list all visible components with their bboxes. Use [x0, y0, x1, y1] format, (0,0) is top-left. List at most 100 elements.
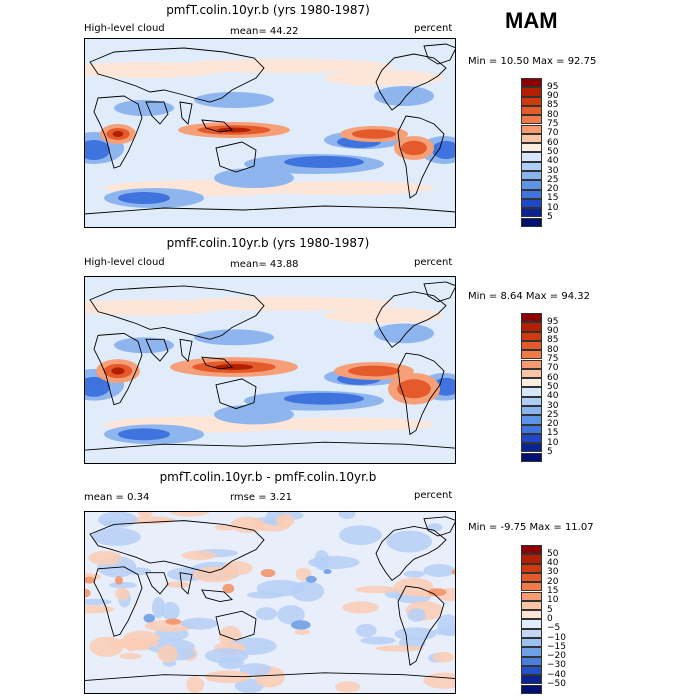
colorbar-swatch	[521, 628, 542, 638]
colorbar-swatch	[521, 78, 542, 88]
panel1-title: pmfT.colin.10yr.b (yrs 1980-1987)	[166, 3, 370, 17]
panel2-minmax: Min = 8.64 Max = 94.32	[468, 291, 590, 302]
colorbar-label: 50	[547, 548, 559, 559]
colorbar-swatch	[521, 647, 542, 657]
colorbar-swatch	[521, 115, 542, 125]
colorbar-label: 40	[547, 558, 559, 569]
colorbar-swatch	[521, 340, 542, 351]
panel1-units: percent	[414, 23, 453, 34]
colorbar-swatch	[521, 572, 542, 583]
panel2-mean: mean= 43.88	[230, 259, 299, 270]
colorbar-label: 15	[547, 586, 559, 596]
colorbar-swatch	[521, 406, 542, 416]
colorbar-swatch	[521, 554, 542, 564]
colorbar-swatch	[521, 452, 542, 462]
colorbar-swatch	[521, 322, 542, 332]
panel2-left-label: High-level cloud	[84, 257, 165, 268]
colorbar-label: 85	[547, 100, 559, 111]
panel3-minmax: Min = -9.75 Max = 11.07	[468, 522, 594, 533]
colorbar-label: −5	[547, 623, 561, 634]
colorbar-label: 80	[547, 109, 559, 120]
panel3-rmse: rmse = 3.21	[230, 492, 293, 503]
colorbar-label: 75	[547, 354, 559, 364]
colorbar-swatch	[521, 619, 542, 629]
colorbar-label: 85	[547, 335, 559, 346]
colorbar-swatch	[521, 656, 542, 666]
panel1-minmax: Min = 10.50 Max = 92.75	[468, 56, 597, 67]
colorbar-swatch	[521, 433, 542, 444]
colorbar-swatch	[521, 600, 542, 611]
colorbar-label: 5	[547, 604, 553, 615]
colorbar-swatch	[521, 152, 542, 162]
colorbar-label: 15	[547, 428, 559, 439]
colorbar-label: 5	[547, 212, 553, 222]
colorbar-swatch	[521, 313, 542, 323]
colorbar-swatch	[521, 198, 542, 209]
colorbar-swatch	[521, 665, 542, 676]
colorbar-label: 10	[547, 595, 559, 606]
colorbar-swatch	[521, 684, 542, 694]
colorbar-label: 60	[547, 137, 559, 148]
colorbar-label: 20	[547, 576, 559, 587]
colorbar-label: −40	[547, 669, 566, 680]
colorbar-swatch	[521, 124, 542, 134]
colorbar-label: 90	[547, 326, 559, 337]
colorbar-swatch	[521, 161, 542, 171]
colorbar-label: 40	[547, 391, 559, 402]
colorbar-label: −10	[547, 632, 566, 643]
colorbar-swatch	[521, 143, 542, 153]
colorbar-label: 50	[547, 146, 559, 157]
colorbar-swatch	[521, 396, 542, 406]
colorbar-label: 20	[547, 419, 559, 430]
panel3-mean: mean = 0.34	[84, 492, 150, 503]
colorbar-swatch	[521, 591, 542, 601]
panel1-colorbar: 95 90 85 80 75 70 60 50 40 30 25 20 15 10 5	[521, 78, 591, 227]
colorbar-label: 10	[547, 202, 559, 213]
panel2-map	[84, 276, 456, 464]
colorbar-label: −30	[547, 660, 566, 671]
colorbar-label: 80	[547, 344, 559, 355]
colorbar-label: 15	[547, 193, 559, 204]
colorbar-label: 40	[547, 156, 559, 167]
colorbar-label: −15	[547, 641, 566, 652]
colorbar-swatch	[521, 387, 542, 397]
colorbar-swatch	[521, 331, 542, 341]
colorbar-swatch	[521, 545, 542, 555]
panel3-title: pmfT.colin.10yr.b - pmfF.colin.10yr.b	[159, 470, 377, 484]
panel2-units: percent	[414, 257, 453, 268]
panel1-mean: mean= 44.22	[230, 26, 299, 37]
season-label: MAM	[505, 8, 558, 33]
colorbar-label: −50	[547, 679, 566, 689]
panel1-left-label: High-level cloud	[84, 23, 165, 34]
colorbar-label: 20	[547, 184, 559, 195]
colorbar-label: 5	[547, 447, 553, 457]
colorbar-label: 30	[547, 567, 559, 578]
colorbar-label: 10	[547, 437, 559, 448]
colorbar-swatch	[521, 443, 542, 453]
colorbar-swatch	[521, 378, 542, 388]
colorbar-label: 95	[547, 316, 559, 327]
colorbar-swatch	[521, 424, 542, 434]
colorbar-label: 25	[547, 174, 559, 185]
colorbar-swatch	[521, 350, 542, 360]
colorbar-label: 70	[547, 363, 559, 374]
colorbar-swatch	[521, 368, 542, 379]
colorbar-label: 25	[547, 409, 559, 420]
colorbar-swatch	[521, 105, 542, 116]
colorbar-label: 60	[547, 372, 559, 383]
colorbar-swatch	[521, 189, 542, 199]
colorbar-label: 70	[547, 128, 559, 139]
colorbar-swatch	[521, 675, 542, 685]
colorbar-label: 30	[547, 165, 559, 176]
colorbar-label: 90	[547, 91, 559, 102]
colorbar-swatch	[521, 217, 542, 227]
panel3-units: percent	[414, 490, 453, 501]
colorbar-swatch	[521, 133, 542, 144]
panel3-colorbar: 50 40 30 20 15 10 5 0 −5 −10 −15 −20 −30 −40 −50	[521, 545, 591, 694]
colorbar-swatch	[521, 96, 542, 106]
colorbar-swatch	[521, 582, 542, 592]
colorbar-swatch	[521, 359, 542, 369]
colorbar-swatch	[521, 180, 542, 190]
colorbar-swatch	[521, 563, 542, 573]
colorbar-label: 30	[547, 400, 559, 411]
